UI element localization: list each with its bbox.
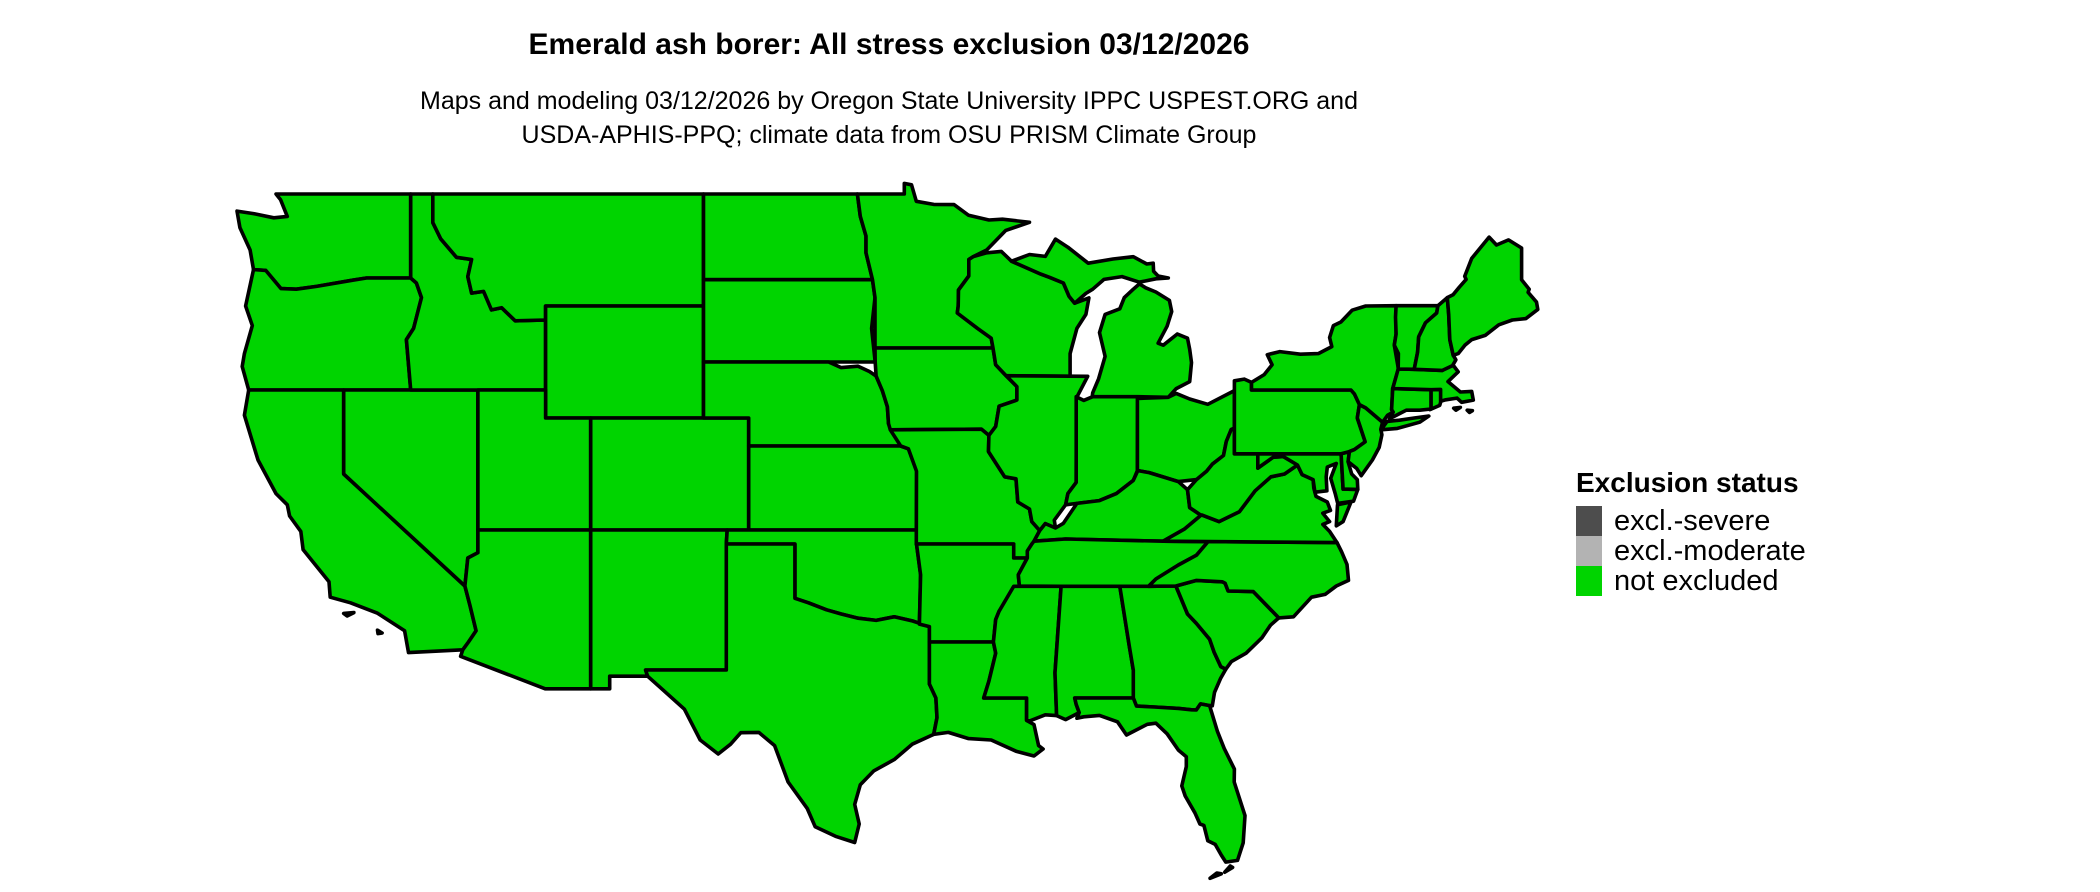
- state-FL: [1208, 871, 1224, 881]
- state-KS: [746, 444, 919, 532]
- state-AZ: [458, 528, 593, 691]
- legend-row-excl-moderate: excl.-moderate: [1576, 536, 1806, 566]
- state-FL: [1072, 696, 1247, 864]
- legend-label-excl-severe: excl.-severe: [1614, 505, 1771, 537]
- state-ME: [1445, 235, 1540, 358]
- state-SD: [701, 277, 878, 364]
- map-subtitle-line1: Maps and modeling 03/12/2026 by Oregon S…: [420, 87, 1358, 115]
- legend-title: Exclusion status: [1576, 467, 1799, 498]
- state-CA: [341, 610, 356, 618]
- legend-swatch-not-excluded: [1576, 566, 1602, 596]
- state-CT: [1387, 386, 1433, 421]
- state-NC: [1146, 539, 1351, 620]
- map-title: Emerald ash borer: All stress exclusion …: [528, 28, 1250, 61]
- legend-swatch-excl-moderate: [1576, 536, 1602, 566]
- state-MI: [1090, 282, 1194, 400]
- state-ND: [701, 192, 875, 282]
- legend-label-excl-moderate: excl.-moderate: [1614, 535, 1806, 567]
- map-header: Emerald ash borer: All stress exclusion …: [0, 30, 1778, 152]
- state-WY: [543, 304, 706, 420]
- state-TX: [643, 542, 939, 845]
- state-MD: [1256, 451, 1360, 506]
- legend: Exclusion status excl.-severe excl.-mode…: [1576, 469, 1806, 596]
- legend-swatch-excl-severe: [1576, 506, 1602, 536]
- state-VA: [1334, 500, 1353, 528]
- state-CA: [375, 628, 384, 636]
- state-OR: [240, 267, 424, 392]
- state-FL: [1222, 864, 1235, 875]
- map-subtitle: Maps and modeling 03/12/2026 by Oregon S…: [0, 84, 1778, 152]
- map-subtitle-line2: USDA-APHIS-PPQ; climate data from OSU PR…: [521, 121, 1257, 149]
- legend-row-not-excluded: not excluded: [1576, 566, 1806, 596]
- state-MA: [1465, 408, 1475, 415]
- state-MA: [1451, 405, 1463, 413]
- state-NY: [1379, 414, 1431, 432]
- legend-label-not-excluded: not excluded: [1614, 565, 1779, 597]
- state-CO: [588, 416, 751, 532]
- legend-row-excl-severe: excl.-severe: [1576, 506, 1806, 536]
- state-MI: [1009, 237, 1171, 306]
- state-NM: [588, 528, 730, 691]
